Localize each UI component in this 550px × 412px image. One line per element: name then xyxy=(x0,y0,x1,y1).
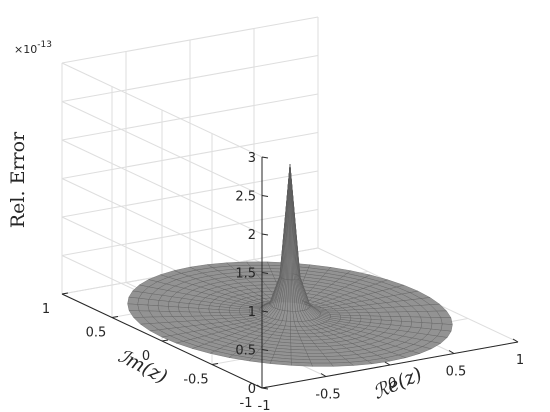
y-tick-label: 0 xyxy=(142,349,150,364)
grid-line xyxy=(61,139,263,235)
axes xyxy=(61,156,519,390)
surface-patch xyxy=(262,281,278,285)
surface-patch xyxy=(157,305,170,312)
x-tick-label: 0.5 xyxy=(446,365,467,380)
x-tick xyxy=(320,373,327,377)
surface-patch xyxy=(157,300,170,307)
grid-line xyxy=(61,93,319,141)
z-tick xyxy=(261,310,269,313)
surface-patch xyxy=(167,301,180,308)
surface-patch xyxy=(308,356,329,360)
grid-line xyxy=(61,16,319,64)
x-tick-label: 0 xyxy=(388,376,396,391)
surface-patch xyxy=(219,312,232,316)
z-tick xyxy=(261,349,269,351)
z-tick-label: 1.5 xyxy=(235,267,256,282)
z-exponent-label: ×10-13 xyxy=(14,40,52,56)
surface-patch xyxy=(198,308,210,313)
grid-line xyxy=(61,62,263,158)
surface-patch xyxy=(440,323,453,332)
tick-labels: 0 0.5 1 1.5 2 2.5 3 -1 -0.5 0 0.5 1 -1 -0.5 0 0.5 1 xyxy=(42,151,524,412)
x-tick xyxy=(384,361,391,366)
grid-line xyxy=(61,101,263,196)
z-tick xyxy=(261,156,269,159)
z-tick-label: 1 xyxy=(248,305,256,320)
x-tick-label: -0.5 xyxy=(315,388,340,403)
y-tick-label: -1 xyxy=(240,396,253,411)
y-tick-label: 1 xyxy=(42,302,50,317)
z-tick-label: 0.5 xyxy=(235,344,256,359)
z-tick-label: 0 xyxy=(248,382,256,397)
grid-line xyxy=(61,170,319,218)
surface-patch xyxy=(246,261,270,266)
x-tick-label: 1 xyxy=(516,353,524,368)
grid-line xyxy=(61,178,263,273)
surface-patch xyxy=(283,325,291,331)
surface-patch xyxy=(208,308,220,313)
surface-patch xyxy=(127,303,140,311)
z-tick xyxy=(261,195,269,197)
surface-patch xyxy=(188,307,200,313)
grid-line xyxy=(61,132,319,179)
surface-patch xyxy=(309,359,332,364)
y-tick xyxy=(111,316,119,318)
surface-patch xyxy=(440,317,453,325)
surface-patch xyxy=(147,304,160,312)
surface-patch xyxy=(410,321,423,329)
z-axis-label: Rel. Error xyxy=(7,131,29,228)
surface-patch xyxy=(306,353,326,357)
y-tick xyxy=(161,339,169,342)
surface-patch xyxy=(400,321,413,328)
y-tick xyxy=(261,386,269,389)
surface-patch xyxy=(257,274,275,279)
z-tick xyxy=(261,272,269,274)
y-tick xyxy=(211,363,219,365)
surface-patch xyxy=(290,336,302,341)
z-tick-label: 3 xyxy=(248,151,256,166)
surface-patch xyxy=(420,322,433,330)
surface-patch xyxy=(137,304,150,312)
surface-patch xyxy=(310,362,334,367)
error-surface xyxy=(127,163,453,367)
surface-patch xyxy=(430,317,443,325)
x-tick-label: -1 xyxy=(258,399,271,412)
grid-line xyxy=(61,209,319,256)
x-tick xyxy=(512,338,519,343)
surface-patch xyxy=(178,306,190,313)
surface-patch xyxy=(218,309,230,313)
y-tick-label: -0.5 xyxy=(183,373,208,388)
y-tick xyxy=(61,292,69,295)
surface-patch xyxy=(254,271,274,276)
y-tick-label: 0.5 xyxy=(86,326,107,341)
surface-patch xyxy=(400,316,413,323)
surface-patch xyxy=(410,316,423,323)
surface-patch xyxy=(420,316,433,324)
surface-patch xyxy=(167,306,180,312)
surface-patch xyxy=(127,297,140,305)
surface-patch xyxy=(259,278,277,282)
x-tick xyxy=(448,350,455,354)
z-tick-label: 2 xyxy=(248,228,256,243)
surface-patch xyxy=(147,299,160,306)
grid-line xyxy=(61,55,319,102)
surface-patch xyxy=(430,323,443,331)
x-axis-label: ℛe(z) xyxy=(370,363,426,404)
surface-patch xyxy=(228,310,240,314)
z-tick xyxy=(261,233,269,236)
x-tick xyxy=(256,384,263,389)
z-tick-label: 2.5 xyxy=(235,190,256,205)
